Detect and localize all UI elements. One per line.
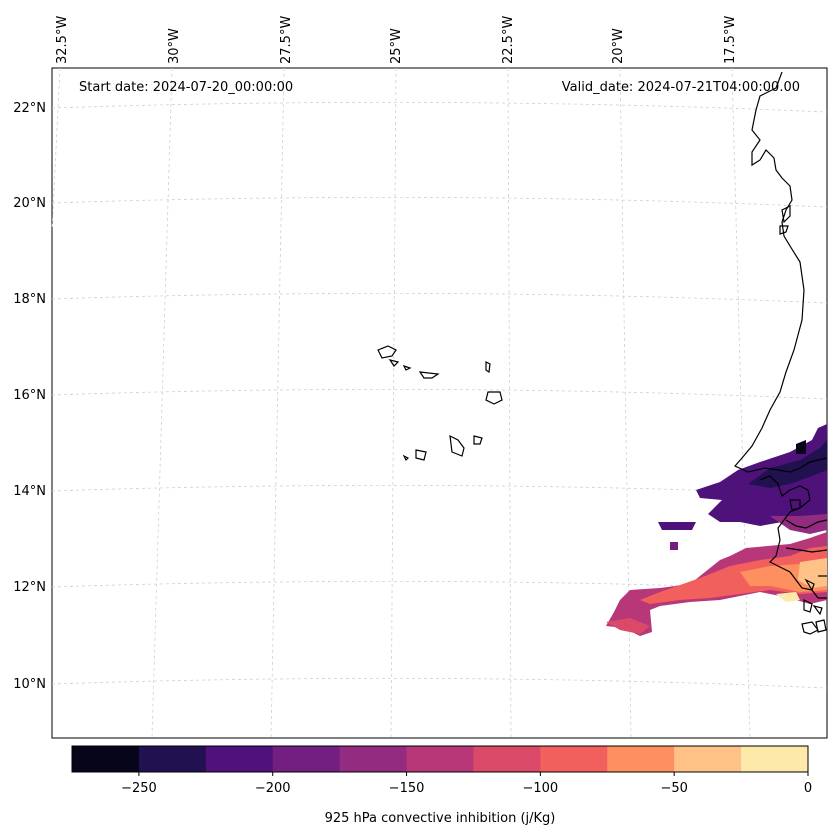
colorbar-bin xyxy=(272,746,341,772)
cin-region-southern-core xyxy=(640,546,827,604)
gambia-river xyxy=(785,519,828,529)
lon-label: 17.5°W xyxy=(723,16,738,64)
lat-label: 18°N xyxy=(13,292,46,307)
colorbar-tick-label: −250 xyxy=(121,781,157,796)
parallel-16n xyxy=(51,388,828,400)
island-maio xyxy=(473,435,483,445)
colorbar: −250 −200 −150 −100 −50 0 xyxy=(71,745,812,796)
lon-label: 22.5°W xyxy=(501,16,516,64)
map-frame xyxy=(51,67,828,739)
lat-label: 22°N xyxy=(13,101,46,116)
island-santa-luzia xyxy=(402,364,412,371)
start-date-text: Start date: 2024-07-20_00:00:00 xyxy=(79,80,293,95)
colorbar-tick-label: −50 xyxy=(660,781,687,796)
colorbar-tick-label: −100 xyxy=(523,781,559,796)
western-sahara-cape xyxy=(781,205,791,224)
lat-label: 12°N xyxy=(13,580,46,595)
graticule xyxy=(51,67,828,739)
lat-label: 10°N xyxy=(13,677,46,692)
island-boa-vista xyxy=(485,391,503,405)
colorbar-bin xyxy=(473,746,541,772)
cin-region-warmer xyxy=(798,558,827,588)
colorbar-bin xyxy=(674,746,742,772)
parallel-18n xyxy=(51,292,828,304)
island-sao-vicente xyxy=(388,359,400,367)
colorbar-tick-label: −150 xyxy=(389,781,425,796)
parallel-14n xyxy=(51,484,828,496)
meridian-30w xyxy=(151,67,173,739)
cin-region-tail xyxy=(606,618,650,634)
meridian-17-5w xyxy=(731,67,751,739)
latitude-labels: 22°N 20°N 18°N 16°N 14°N 12°N 10°N xyxy=(13,101,46,692)
colorbar-bin xyxy=(540,746,608,772)
valid-date-text: Valid_date: 2024-07-21T04:00:00.00 xyxy=(562,80,800,95)
cin-region-dot xyxy=(670,542,678,550)
colorbar-bin xyxy=(406,746,474,772)
colorbar-tick-label: −200 xyxy=(255,781,291,796)
colorbar-label: 925 hPa convective inhibition (j/Kg) xyxy=(325,811,556,826)
parallel-12n xyxy=(51,580,828,592)
meridian-22-5w xyxy=(507,67,512,739)
cin-region-minimum xyxy=(796,440,806,454)
colorbar-bin xyxy=(607,746,675,772)
cin-region-deep-core xyxy=(748,440,827,488)
island-santo-antao xyxy=(377,345,397,359)
island-sal xyxy=(485,361,491,374)
cin-region-strip xyxy=(658,522,696,530)
bissagos-islands xyxy=(803,599,813,613)
cape-verde-peninsula xyxy=(789,499,801,511)
lat-label: 16°N xyxy=(13,388,46,403)
colorbar-bin xyxy=(138,746,207,772)
island-sao-nicolau xyxy=(418,371,440,379)
colorbar-bin xyxy=(205,746,274,772)
border-line xyxy=(785,547,828,553)
meridian-25w xyxy=(390,67,397,739)
lon-label: 25°W xyxy=(389,28,404,64)
cape-verde-islands xyxy=(377,345,503,462)
lat-label: 20°N xyxy=(13,196,46,211)
island-santiago xyxy=(449,434,465,457)
cin-region-near-zero xyxy=(776,592,800,602)
meridian-27-5w xyxy=(270,67,285,739)
parallel-22n xyxy=(51,101,828,113)
longitude-labels: 32.5°W 30°W 27.5°W 25°W 22.5°W 20°W 17.5… xyxy=(55,16,738,64)
island-brava xyxy=(402,454,410,462)
lat-label: 14°N xyxy=(13,484,46,499)
colorbar-bin xyxy=(741,746,809,772)
parallel-10n xyxy=(51,677,828,689)
island-fogo xyxy=(415,449,427,461)
colorbar-frame xyxy=(71,745,809,773)
colorbar-tick-label: 0 xyxy=(804,781,812,796)
colorbar-bin xyxy=(339,746,408,772)
lon-label: 30°W xyxy=(167,28,182,64)
senegal-guinea-coast xyxy=(759,475,827,599)
colorbar-bin xyxy=(72,746,140,772)
lon-label: 27.5°W xyxy=(279,16,294,64)
lon-label: 20°W xyxy=(611,28,626,64)
west-africa-coastline xyxy=(734,71,828,635)
parallel-20n xyxy=(51,196,828,208)
lon-label: 32.5°W xyxy=(55,16,70,64)
